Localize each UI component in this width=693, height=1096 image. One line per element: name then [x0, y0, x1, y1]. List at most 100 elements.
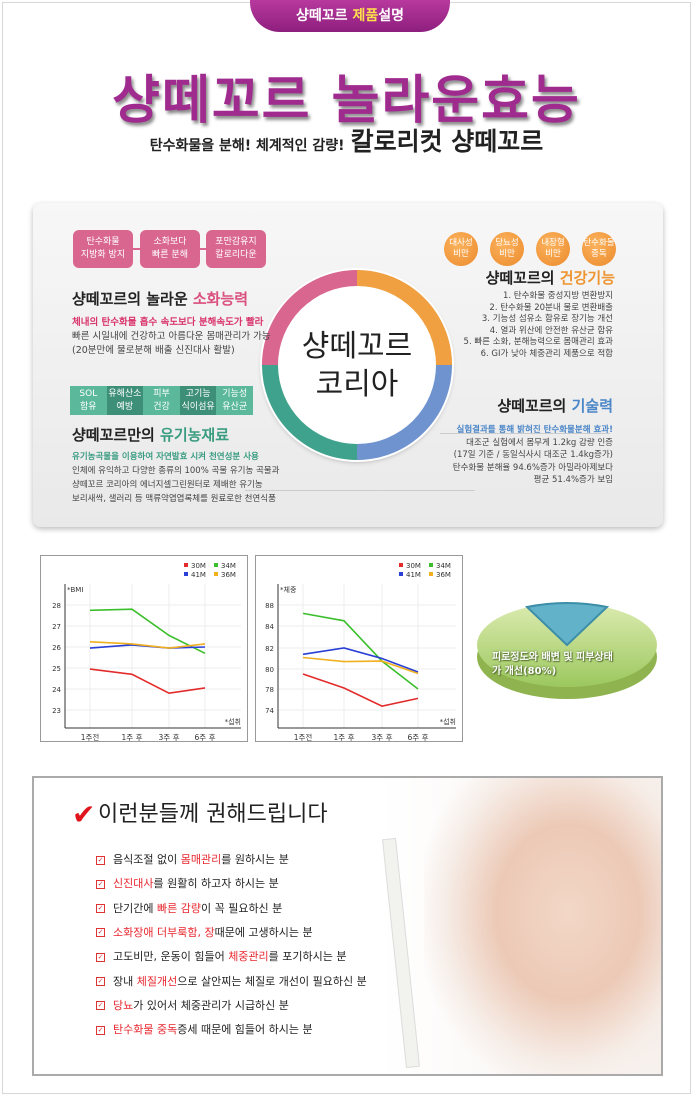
legend-label-30M: 30M — [406, 562, 421, 570]
x-axis-label: *섭취 — [225, 717, 241, 726]
organic-cell: 기능성 유산균 — [216, 386, 253, 415]
x-tick-label: 6주 후 — [408, 733, 429, 741]
tech-heading: 샹떼꼬르의 기술력 — [497, 395, 613, 416]
circle-line: 대사성 — [449, 238, 473, 248]
divider — [440, 433, 610, 434]
y-axis-label: *BMI — [67, 586, 83, 594]
legend-swatch-34M — [429, 563, 433, 567]
weight-chart-svg: 74 78 80 82 84 88 1주전 1주 후 3주 후 6주 후 *체중 *섭취 30M 34M 4… — [265, 562, 456, 742]
health-item: 4. 열과 위산에 안전한 유산균 함유 — [489, 325, 613, 336]
condition-circle: 대사성 비만 — [444, 232, 478, 266]
legend-swatch-41M — [399, 572, 403, 576]
checkbox-icon: ✓ — [96, 928, 105, 938]
heading-text: 샹떼꼬르의 — [497, 397, 572, 415]
health-item: 2. 탄수화물 20분내 물로 변환배출 — [489, 302, 613, 313]
item-text: 단기간에 — [113, 901, 157, 915]
x-tick-label: 1주 후 — [122, 733, 143, 741]
item-text: 고도비만, 운동이 힘들어 — [113, 950, 229, 964]
feature-box: 소화보다 빠른 분해 — [140, 230, 200, 268]
x-tick-label: 1주 후 — [334, 733, 355, 741]
improvement-pie — [475, 585, 660, 705]
checkbox-icon: ✓ — [96, 952, 105, 962]
condition-circle: 내장형 비만 — [536, 232, 570, 266]
x-tick-label: 3주 후 — [159, 733, 180, 741]
heading-highlight: 유기농재료 — [160, 426, 230, 444]
subtitle-small: 탄수화물을 분해! 체계적인 감량! — [149, 138, 345, 154]
item-highlight: 체중관리 — [228, 950, 269, 964]
divider — [245, 490, 475, 491]
series-line-36M — [89, 641, 206, 649]
cell-line: 건강 — [153, 402, 170, 412]
legend-label-41M: 41M — [191, 571, 206, 579]
brand-line-2: 코리아 — [315, 367, 399, 402]
tab-highlight: 제품 — [352, 8, 379, 24]
pie-label: 피로정도와 배변 및 피부상태가 개선(80%) — [492, 652, 613, 677]
page-title: 샹떼꼬르 놀라운효능 — [112, 71, 581, 131]
checkbox-icon: ✓ — [96, 904, 105, 914]
y-tick-label: 27 — [52, 623, 61, 631]
model-photo — [424, 778, 661, 1074]
box-line: 칼로리다운 — [215, 250, 257, 260]
line: (20분만에 물로분해 배출 신진대사 활발) — [72, 345, 235, 356]
x-tick-label: 1주전 — [81, 732, 100, 741]
heading-text: 샹떼꼬르만의 — [72, 426, 161, 444]
item-highlight: 소화장애 더부룩함, 장 — [113, 925, 215, 939]
y-tick-label: 26 — [52, 644, 61, 652]
item-text: 를 원하시는 분 — [221, 853, 289, 866]
y-tick-label: 84 — [265, 623, 274, 631]
cell-line: 유해산소 — [108, 389, 142, 399]
item-text: 를 원활히 하고자 하시는 분 — [153, 877, 279, 891]
box-line: 지방화 방지 — [80, 250, 126, 260]
item-text: 증세 때문에 힘들어 하시는 분 — [177, 1023, 313, 1037]
legend-swatch-30M — [184, 563, 188, 567]
legend-label-30M: 30M — [191, 562, 206, 570]
health-list: 1. 탄수화물 중성지방 변환방지 2. 탄수화물 20분내 물로 변환배출 3. … — [464, 291, 613, 360]
series-line-36M — [302, 656, 419, 675]
recommend-item: ✓ 음식조절 없이 몸매관리를 원하시는 분 — [96, 851, 289, 867]
line: (17일 기준 / 동일식사시 대조군 1.4kg증가) — [453, 450, 613, 460]
health-item: 1. 탄수화물 중성지방 변환방지 — [502, 291, 613, 301]
circle-line: 비만 — [499, 249, 515, 259]
health-item: 5. 빠른 소화, 분해능력으로 몸매관리 효과 — [463, 337, 613, 347]
line: 빠른 시일내에 건강하고 아름다운 몸매관리가 가능 — [72, 331, 271, 342]
x-tick-label: 6주 후 — [195, 733, 216, 741]
y-tick-label: 82 — [265, 645, 274, 653]
legend-swatch-36M — [214, 572, 218, 576]
lead: 체내의 탄수화물 흡수 속도보다 분해속도가 빨라 — [72, 317, 264, 328]
item-text: 장내 — [113, 974, 137, 988]
y-tick-label: 80 — [265, 666, 274, 674]
cell-line: 예방 — [116, 402, 134, 412]
heading-highlight: 기술력 — [571, 397, 613, 415]
line: 대조군 실험에서 몸무게 1.2kg 감량 인증 — [466, 437, 613, 448]
item-text: 때문에 고생하시는 분 — [214, 925, 313, 939]
legend-swatch-36M — [429, 572, 433, 576]
lead: 실험결과를 통해 밝혀진 탄수화물분해 효과! — [456, 425, 613, 435]
box-line: 소화보다 — [153, 237, 187, 247]
organic-cell: 고기능 식이섬유 — [179, 386, 217, 415]
line: 보리새싹, 샐러리 등 맥류약엽엽록체를 원료로한 천연식품 — [72, 494, 276, 504]
x-axis-label: *섭취 — [440, 717, 456, 726]
measuring-tape — [382, 837, 420, 1069]
y-tick-label: 23 — [52, 707, 61, 715]
tech-text: 실험결과를 통해 밝혀진 탄수화물분해 효과! 대조군 실험에서 몸무게 1.2k… — [453, 424, 613, 487]
checkmark-icon: ✔ — [72, 798, 96, 831]
legend-label-36M: 36M — [436, 571, 451, 579]
item-highlight: 탄수화물 중독 — [113, 1023, 178, 1037]
y-tick-label: 24 — [52, 686, 61, 694]
y-tick-label: 88 — [265, 602, 274, 610]
organic-cell: SOL 함유 — [70, 386, 107, 415]
cell-line: 식이섬유 — [181, 402, 215, 412]
recommend-title: 이런분들께 권해드립니다 — [98, 802, 328, 827]
circle-line: 비만 — [545, 249, 561, 259]
circle-line: 당뇨성 — [495, 238, 519, 248]
section-tab: 샹떼꼬르 제품설명 — [250, 0, 450, 32]
box-line: 포만감유지 — [215, 237, 257, 247]
legend-label-34M: 34M — [436, 562, 451, 570]
cell-line: 피부 — [153, 389, 170, 399]
feature-box: 탄수화물 지방화 방지 — [73, 230, 133, 268]
checkbox-icon: ✓ — [96, 1001, 105, 1011]
line: 평균 51.4%증가 보임 — [533, 475, 613, 485]
heading-highlight: 건강기능 — [559, 269, 615, 287]
